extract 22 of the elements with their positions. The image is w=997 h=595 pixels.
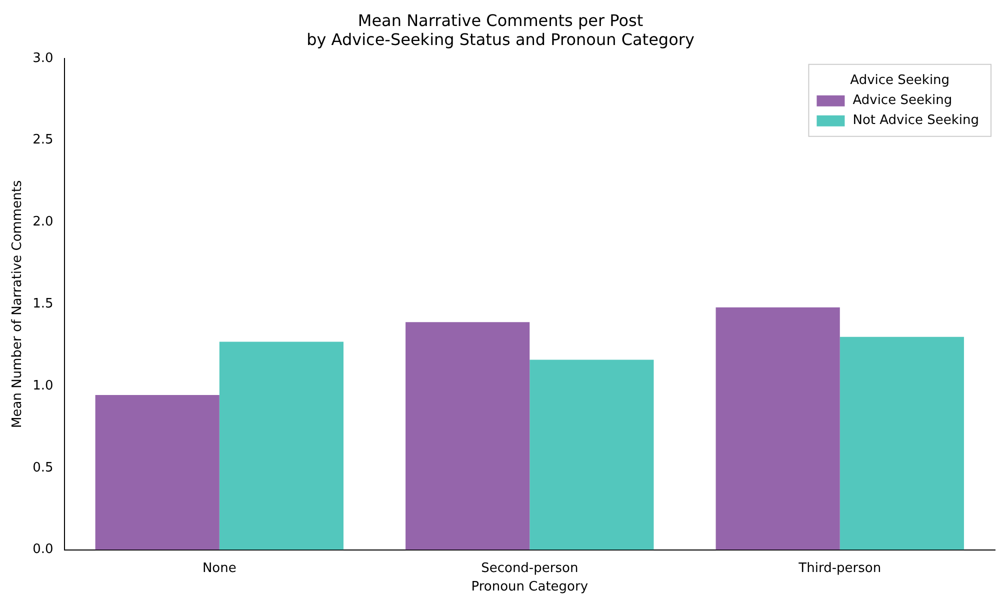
y-tick-label: 3.0 (32, 50, 54, 66)
y-tick-label: 2.0 (32, 214, 54, 230)
bar (840, 336, 964, 550)
bar (406, 322, 530, 550)
y-tick-label: 1.0 (32, 378, 54, 394)
bar (716, 307, 840, 550)
bar (530, 360, 654, 550)
y-axis-title: Mean Number of Narrative Comments (10, 180, 26, 428)
legend-label: Advice Seeking (852, 92, 952, 108)
y-tick-label: 1.5 (32, 296, 54, 312)
x-tick-label: Second-person (481, 560, 578, 576)
x-axis-title: Pronoun Category (471, 580, 588, 595)
x-tick-label: Third-person (798, 560, 882, 576)
y-tick-label: 0.0 (32, 542, 54, 558)
bar (219, 342, 344, 550)
bar (95, 395, 220, 550)
x-tick-label: None (202, 560, 236, 576)
y-tick-label: 2.5 (32, 132, 54, 148)
legend-label: Not Advice Seeking (852, 112, 980, 128)
legend-title: Advice Seeking (850, 72, 950, 88)
y-tick-label: 0.5 (32, 460, 54, 476)
chart-title: Mean Narrative Comments per Post by Advice-Seeking Status and Pronoun Category (306, 10, 694, 49)
